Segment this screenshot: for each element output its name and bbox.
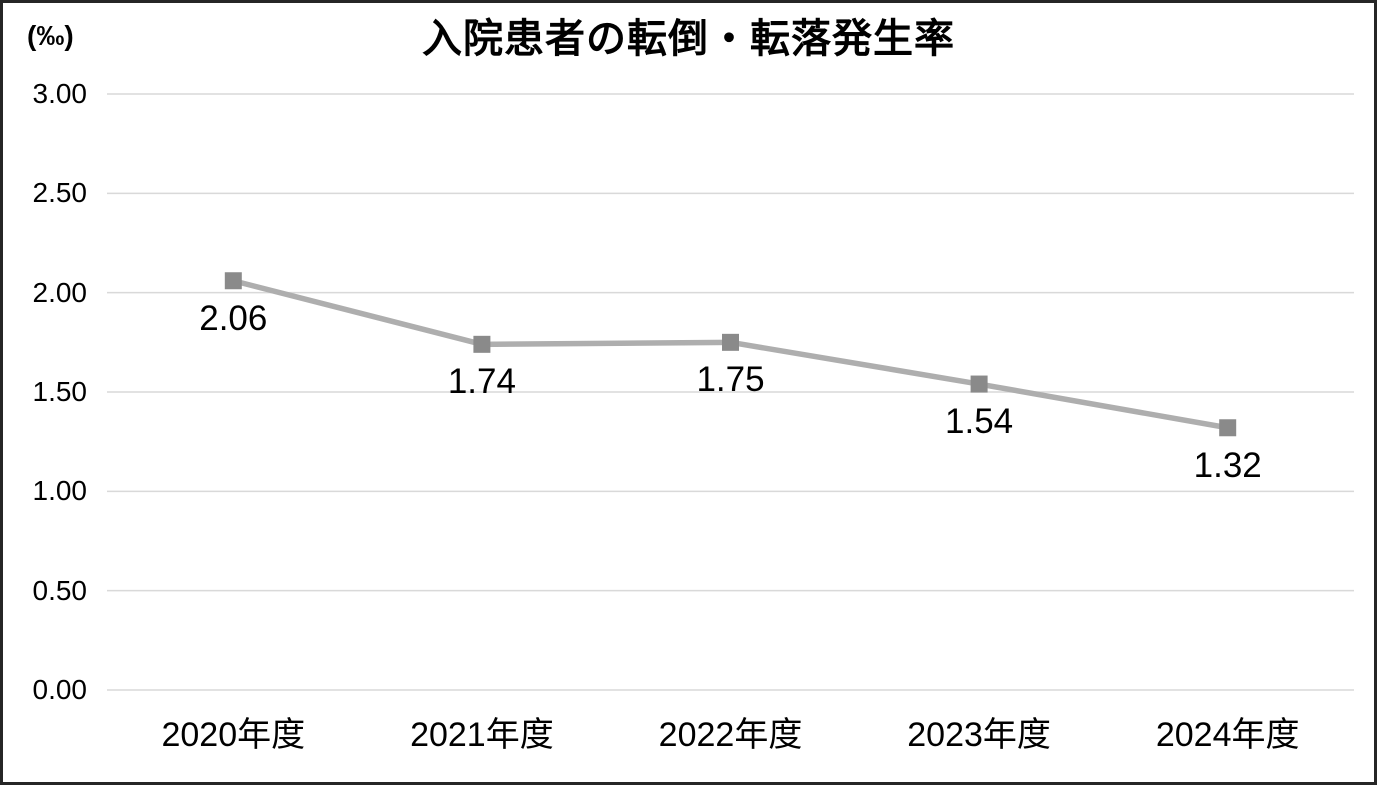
y-tick-label: 2.50 [32, 177, 88, 209]
chart-title: 入院患者の転倒・転落発生率 [422, 17, 955, 61]
data-label: 2.06 [199, 298, 268, 338]
data-point-marker [722, 333, 739, 351]
data-point-marker [1219, 419, 1237, 437]
y-tick-label: 0.50 [32, 574, 88, 606]
data-point-marker [970, 375, 988, 393]
x-category-label: 2022年度 [658, 716, 803, 754]
x-category-label: 2024年度 [1155, 716, 1300, 754]
x-category-label: 2021年度 [410, 716, 554, 754]
data-point-marker [224, 272, 242, 290]
plot-area [107, 93, 1354, 691]
data-label: 1.32 [1193, 445, 1262, 485]
x-category-label: 2023年度 [907, 716, 1051, 754]
y-tick-label: 2.00 [32, 276, 88, 308]
y-tick-label: 1.50 [32, 376, 88, 407]
data-label: 1.54 [945, 402, 1014, 442]
y-axis-unit-label: (‰) [27, 20, 74, 51]
data-label: 1.74 [447, 362, 516, 402]
data-label: 1.75 [696, 360, 765, 400]
series-line [230, 277, 1231, 431]
y-tick-label: 1.00 [32, 475, 88, 507]
data-point-marker [473, 335, 491, 353]
y-tick-label: 3.00 [32, 78, 88, 109]
y-tick-label: 0.00 [32, 674, 88, 705]
x-category-label: 2020年度 [161, 716, 306, 754]
